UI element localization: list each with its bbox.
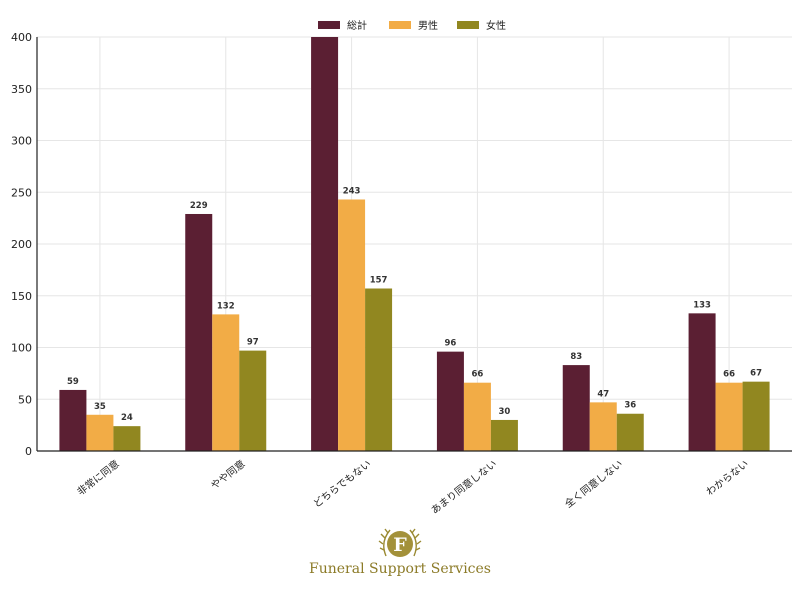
bar [463, 382, 491, 451]
data-label: 157 [370, 276, 388, 286]
bar [212, 314, 240, 451]
legend-swatch [318, 21, 340, 29]
y-tick-label: 0 [25, 445, 32, 458]
bar [715, 382, 743, 451]
x-tick-label: あまり同意しない [428, 457, 499, 516]
data-label: 132 [217, 301, 235, 311]
logo-emblem [387, 531, 413, 557]
bar [562, 365, 590, 451]
data-label: 97 [247, 338, 259, 348]
y-tick-label: 350 [11, 83, 32, 96]
legend: 総計 男性 女性 [318, 19, 506, 32]
bar [365, 288, 393, 451]
bar [86, 414, 114, 451]
bar [59, 389, 87, 451]
data-label: 96 [444, 339, 456, 349]
legend-swatch [457, 21, 479, 29]
data-label: 67 [750, 369, 762, 379]
data-label: 66 [723, 370, 735, 380]
bar [589, 402, 617, 451]
legend-swatch [389, 21, 411, 29]
x-tick-label: 全く同意しない [562, 457, 625, 510]
legend-label: 総計 [347, 19, 367, 32]
brand-name: Funeral Support Services [309, 561, 491, 577]
bar [688, 313, 716, 451]
legend-label: 男性 [418, 19, 438, 32]
data-label: 229 [190, 201, 208, 211]
data-label: 66 [471, 370, 483, 380]
y-tick-label: 50 [18, 393, 32, 406]
data-label: 59 [67, 377, 79, 387]
bar [490, 419, 518, 451]
data-label: 35 [94, 402, 106, 412]
y-tick-label: 200 [11, 238, 32, 251]
bar [338, 199, 366, 451]
bar [311, 37, 339, 451]
data-labels: 59 35 24 229 132 97 243 157 96 66 30 83 47 36 133 66 67 [67, 186, 762, 423]
x-tick-label: 非常に同意 [74, 457, 121, 498]
grid-lines [37, 36, 792, 451]
legend-label: 女性 [486, 19, 506, 32]
data-label: 47 [597, 389, 609, 399]
data-label: 83 [570, 352, 582, 362]
x-tick-label: わからない [704, 458, 751, 498]
bars [59, 37, 770, 451]
bar [113, 426, 141, 451]
bar [616, 413, 644, 451]
brand-logo: F [378, 528, 422, 557]
bar [436, 351, 464, 451]
data-label: 36 [624, 401, 636, 411]
bar [742, 381, 770, 451]
bar [185, 213, 213, 451]
y-tick-label: 300 [11, 135, 32, 148]
y-tick-label: 400 [11, 31, 32, 44]
y-tick-label: 150 [11, 290, 32, 303]
data-label: 30 [498, 407, 510, 417]
data-label: 24 [121, 413, 133, 423]
y-tick-label: 100 [11, 342, 32, 355]
bar [239, 350, 267, 451]
x-tick-label: どちらでもない [311, 458, 373, 510]
laurel-icon [378, 528, 422, 557]
data-label: 243 [343, 186, 361, 196]
y-tick-label: 250 [11, 186, 32, 199]
logo-letter: F [393, 534, 407, 556]
data-label: 133 [693, 300, 711, 310]
x-tick-label: やや同意 [208, 457, 248, 492]
